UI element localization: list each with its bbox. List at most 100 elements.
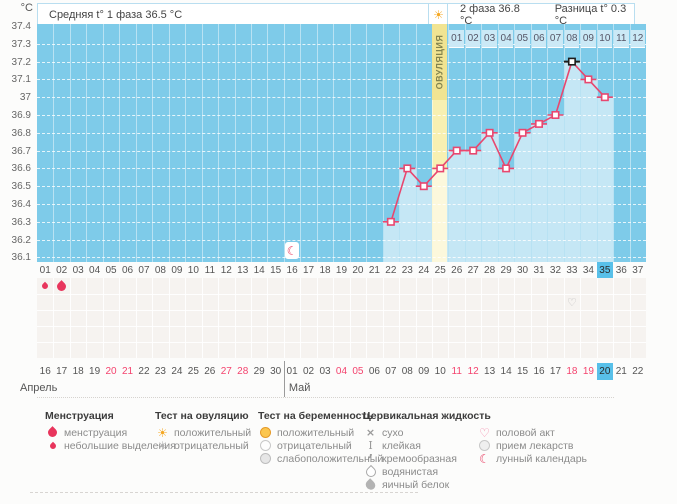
cycle-day-03-cell[interactable]: 03	[72, 264, 84, 276]
date-Апрель-28[interactable]: 28	[237, 366, 249, 377]
cycle-day-12-cell[interactable]: 12	[220, 264, 232, 276]
cycle-day-02-cell[interactable]: 02	[56, 264, 68, 276]
phase2-day-cell: 04	[498, 30, 514, 48]
cycle-day-21-cell[interactable]: 21	[368, 264, 380, 276]
date-Май-04[interactable]: 04	[335, 366, 348, 377]
cycle-day-32-cell[interactable]: 32	[549, 264, 562, 276]
date-Апрель-18[interactable]: 18	[72, 366, 84, 377]
cycle-day-10-cell[interactable]: 10	[187, 264, 199, 276]
data-point-day-33[interactable]	[567, 57, 576, 66]
column-separator	[234, 24, 236, 262]
cycle-day-07-cell[interactable]: 07	[138, 264, 150, 276]
date-Апрель-26[interactable]: 26	[204, 366, 216, 377]
data-point-day-32[interactable]	[551, 111, 560, 120]
cycle-day-11-cell[interactable]: 11	[204, 264, 216, 276]
data-point-day-24[interactable]	[419, 182, 428, 191]
cycle-day-20-cell[interactable]: 20	[352, 264, 364, 276]
date-Апрель-29[interactable]: 29	[253, 366, 265, 377]
phase2-day-cell: 06	[531, 30, 547, 48]
cycle-day-37-cell[interactable]: 37	[632, 264, 644, 276]
cycle-day-09-cell[interactable]: 09	[171, 264, 183, 276]
column-separator	[316, 24, 318, 262]
date-Апрель-25[interactable]: 25	[187, 366, 199, 377]
date-Май-18[interactable]: 18	[566, 366, 578, 377]
cycle-day-35-cell[interactable]: 35	[596, 262, 614, 278]
date-Май-03[interactable]: 03	[319, 366, 331, 377]
data-point-day-30[interactable]	[518, 128, 527, 137]
date-Апрель-21[interactable]: 21	[121, 366, 134, 377]
data-point-day-29[interactable]	[502, 164, 511, 173]
cycle-day-08-cell[interactable]: 08	[154, 264, 166, 276]
grid-line	[283, 278, 285, 358]
data-point-day-26[interactable]	[452, 146, 461, 155]
date-Май-10[interactable]: 10	[434, 366, 446, 377]
cycle-day-01-cell[interactable]: 01	[39, 264, 51, 276]
date-Май-01[interactable]: 01	[286, 366, 298, 377]
legend-icon-wrap	[45, 426, 60, 439]
cycle-day-31-cell[interactable]: 31	[533, 264, 545, 276]
date-Апрель-30[interactable]: 30	[270, 366, 282, 377]
date-Май-06[interactable]: 06	[368, 366, 380, 377]
date-Май-08[interactable]: 08	[401, 366, 413, 377]
cycle-day-16-cell[interactable]: 16	[286, 264, 298, 276]
cycle-day-25-cell[interactable]: 25	[434, 264, 446, 276]
date-Апрель-22[interactable]: 22	[138, 366, 150, 377]
data-point-day-27[interactable]	[469, 146, 478, 155]
legend-icon-wrap	[477, 440, 492, 451]
y-tick-label: 37.4	[11, 21, 31, 32]
cycle-day-19-cell[interactable]: 19	[335, 264, 348, 276]
date-Апрель-20[interactable]: 20	[105, 366, 117, 377]
data-point-day-22[interactable]	[386, 217, 395, 226]
date-Май-12[interactable]: 12	[467, 366, 479, 377]
cycle-day-14-cell[interactable]: 14	[253, 264, 265, 276]
data-point-day-34[interactable]	[584, 75, 593, 84]
date-Май-22[interactable]: 22	[632, 366, 644, 377]
data-point-day-23[interactable]	[403, 164, 412, 173]
date-Апрель-27[interactable]: 27	[220, 366, 232, 377]
date-Май-09[interactable]: 09	[418, 366, 430, 377]
data-point-day-25[interactable]	[436, 164, 445, 173]
date-Апрель-17[interactable]: 17	[56, 366, 68, 377]
cycle-day-13-cell[interactable]: 13	[237, 264, 249, 276]
data-point-day-35[interactable]	[600, 93, 609, 102]
date-Май-19[interactable]: 19	[582, 366, 594, 377]
cycle-day-04-cell[interactable]: 04	[89, 264, 101, 276]
date-Апрель-19[interactable]: 19	[89, 366, 101, 377]
date-Апрель-24[interactable]: 24	[171, 366, 183, 377]
cycle-day-15-cell[interactable]: 15	[270, 264, 282, 276]
date-Апрель-23[interactable]: 23	[154, 366, 166, 377]
cycle-day-29-cell[interactable]: 29	[500, 264, 512, 276]
date-Май-17[interactable]: 17	[549, 366, 562, 377]
cycle-day-23-cell[interactable]: 23	[401, 264, 413, 276]
cycle-day-24-cell[interactable]: 24	[418, 264, 430, 276]
date-Май-15[interactable]: 15	[516, 366, 529, 377]
date-Май-21[interactable]: 21	[615, 366, 627, 377]
cycle-day-30-cell[interactable]: 30	[516, 264, 529, 276]
date-Май-14[interactable]: 14	[500, 366, 512, 377]
cycle-day-33-cell[interactable]: 33	[566, 264, 578, 276]
grid-line	[580, 278, 582, 358]
data-point-day-28[interactable]	[485, 128, 494, 137]
cycle-day-36-cell[interactable]: 36	[615, 264, 627, 276]
cycle-day-18-cell[interactable]: 18	[319, 264, 331, 276]
date-Май-13[interactable]: 13	[484, 366, 496, 377]
date-Май-02[interactable]: 02	[303, 366, 315, 377]
cycle-day-34-cell[interactable]: 34	[582, 264, 594, 276]
date-Апрель-16[interactable]: 16	[39, 366, 51, 377]
data-point-day-31[interactable]	[535, 119, 544, 128]
cycle-day-06-cell[interactable]: 06	[121, 264, 134, 276]
cycle-day-27-cell[interactable]: 27	[467, 264, 479, 276]
gridline	[37, 61, 646, 63]
date-Май-11[interactable]: 11	[451, 366, 462, 377]
cycle-day-05-cell[interactable]: 05	[105, 264, 117, 276]
date-Май-07[interactable]: 07	[385, 366, 397, 377]
grid-line	[497, 278, 499, 358]
date-Май-20[interactable]: 20	[596, 363, 614, 380]
cycle-day-17-cell[interactable]: 17	[303, 264, 315, 276]
cycle-day-26-cell[interactable]: 26	[451, 264, 463, 276]
column-separator	[613, 24, 615, 262]
cycle-day-22-cell[interactable]: 22	[385, 264, 397, 276]
cycle-day-28-cell[interactable]: 28	[484, 264, 496, 276]
date-Май-05[interactable]: 05	[352, 366, 364, 377]
date-Май-16[interactable]: 16	[533, 366, 545, 377]
